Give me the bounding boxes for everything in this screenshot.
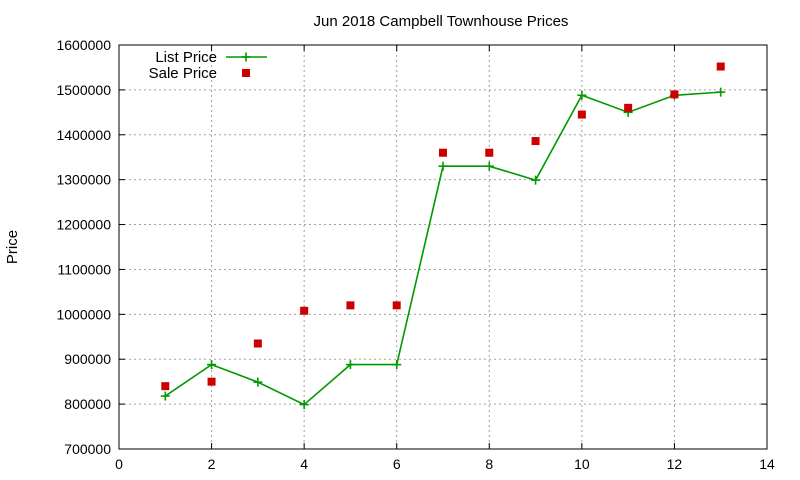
- list-price-point: [392, 360, 402, 370]
- sale-price-point: [485, 148, 494, 157]
- y-tick-label: 1100000: [58, 261, 112, 277]
- list-price-point: [299, 400, 309, 410]
- list-price-point: [253, 377, 263, 387]
- list-price-point: [345, 360, 355, 370]
- legend-label: Sale Price: [149, 65, 217, 82]
- y-tick-label: 1500000: [56, 82, 111, 98]
- x-tick-label: 6: [393, 456, 401, 472]
- y-tick-label: 1600000: [56, 37, 111, 53]
- sale-price-point: [300, 306, 309, 315]
- y-tick-label: 1200000: [56, 217, 111, 233]
- x-tick-label: 8: [485, 456, 493, 472]
- list-price-line: [164, 91, 721, 406]
- y-tick-label: 700000: [64, 441, 111, 457]
- x-tick-label: 0: [115, 456, 123, 472]
- list-price-point: [484, 161, 494, 171]
- y-tick-label: 1000000: [56, 306, 111, 322]
- x-tick-label: 14: [759, 456, 775, 472]
- sale-price-point: [716, 62, 725, 71]
- legend-label: List Price: [155, 49, 217, 66]
- sale-price-point: [253, 339, 262, 348]
- list-price-point: [531, 175, 541, 185]
- y-tick-label: 800000: [64, 396, 111, 412]
- sale-price-point: [439, 148, 447, 157]
- x-tick-label: 2: [208, 456, 216, 472]
- list-price-point: [160, 391, 170, 401]
- y-tick-label: 1400000: [56, 127, 111, 143]
- sale-price-point: [161, 382, 170, 391]
- chart-title: Jun 2018 Campbell Townhouse Prices: [314, 13, 569, 30]
- sale-price-point: [207, 377, 216, 386]
- sale-price-point: [346, 301, 355, 310]
- y-tick-label: 900000: [64, 351, 111, 367]
- legend-marker: [241, 52, 251, 62]
- y-tick-label: 1300000: [56, 172, 111, 188]
- grid-lines: [119, 45, 767, 449]
- list-price-point: [207, 360, 217, 370]
- series-layer: [160, 62, 726, 410]
- sale-price-point: [624, 103, 633, 112]
- x-tick-label: 4: [300, 456, 308, 472]
- legend-marker: [242, 69, 250, 77]
- list-price-point: [577, 90, 587, 100]
- sale-price-point: [577, 110, 586, 119]
- x-tick-label: 10: [574, 456, 590, 472]
- y-axis-label: Price: [4, 230, 21, 264]
- x-tick-label: 12: [667, 456, 683, 472]
- axes: 0 2 4 6 8 10 12 14 700000 800000 900000 1000000 1100…: [56, 37, 775, 472]
- sale-price-point: [392, 301, 401, 310]
- sale-price-point: [531, 137, 540, 146]
- list-price-point: [438, 161, 448, 171]
- sale-price-point: [670, 90, 679, 99]
- list-price-point: [716, 87, 726, 97]
- plot-frame: [118, 44, 768, 450]
